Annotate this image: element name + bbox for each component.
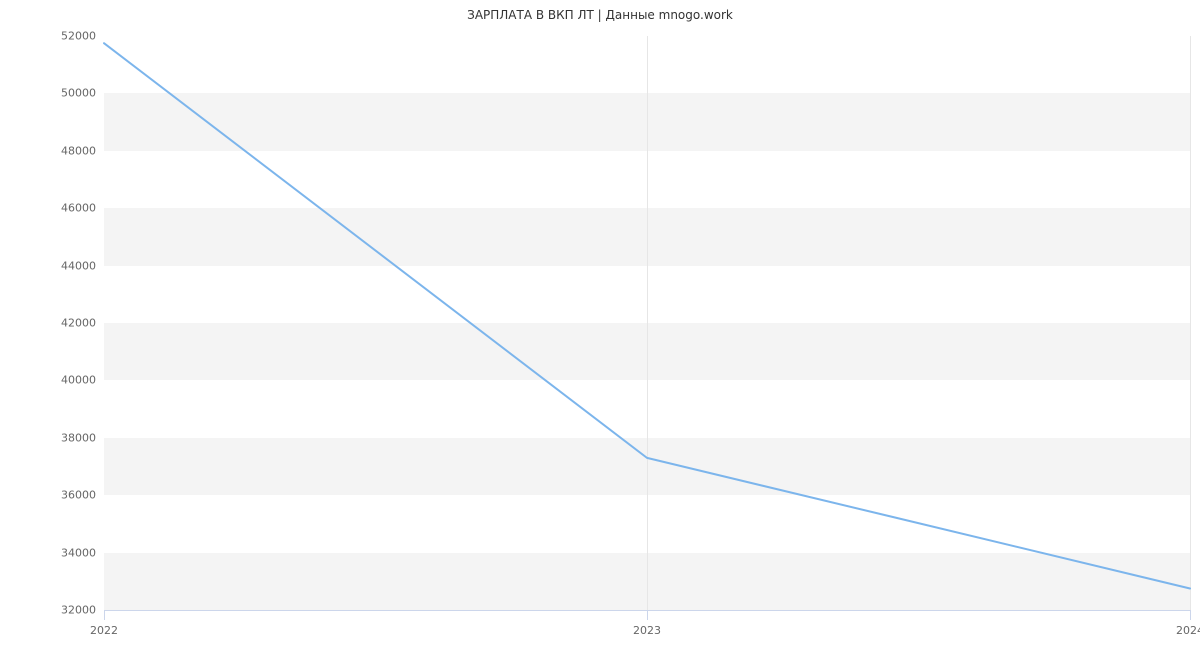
y-axis-label: 46000 [61, 202, 96, 215]
y-axis-label: 32000 [61, 604, 96, 617]
y-axis-label: 48000 [61, 144, 96, 157]
plot-area: 3200034000360003800040000420004400046000… [104, 36, 1190, 610]
y-axis-label: 44000 [61, 259, 96, 272]
series-layer [104, 36, 1190, 610]
x-gridline [1190, 36, 1191, 610]
x-tick [1190, 610, 1191, 620]
y-axis-label: 40000 [61, 374, 96, 387]
y-axis-label: 36000 [61, 489, 96, 502]
x-tick [104, 610, 105, 620]
y-axis-label: 38000 [61, 431, 96, 444]
y-axis-label: 34000 [61, 546, 96, 559]
chart-title: ЗАРПЛАТА В ВКП ЛТ | Данные mnogo.work [0, 8, 1200, 22]
y-axis-label: 50000 [61, 87, 96, 100]
y-axis-label: 52000 [61, 30, 96, 43]
series-line-salary [104, 43, 1190, 588]
salary-line-chart: ЗАРПЛАТА В ВКП ЛТ | Данные mnogo.work 32… [0, 0, 1200, 650]
y-axis-label: 42000 [61, 317, 96, 330]
x-axis-label: 2022 [90, 624, 118, 637]
x-tick [647, 610, 648, 620]
x-axis-label: 2024 [1176, 624, 1200, 637]
x-axis-label: 2023 [633, 624, 661, 637]
